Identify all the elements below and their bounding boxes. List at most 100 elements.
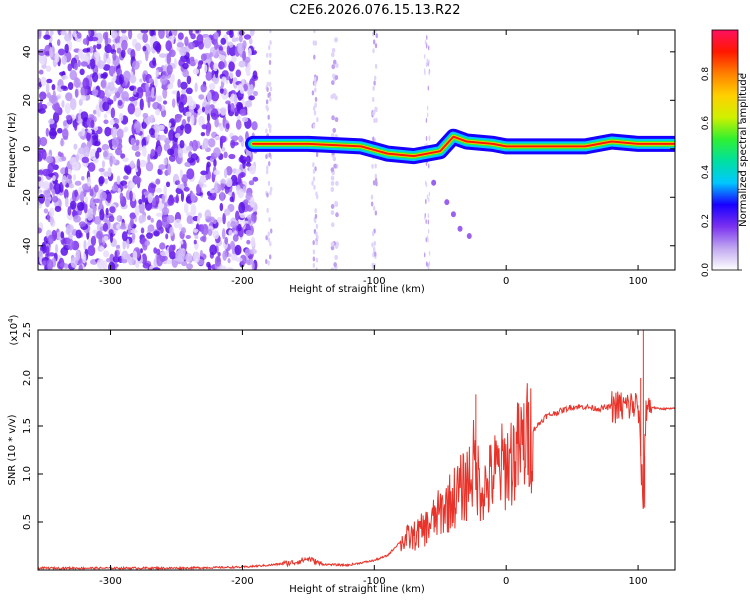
noise-blob bbox=[199, 175, 207, 184]
streak-blob bbox=[425, 135, 428, 141]
noise-blob bbox=[47, 234, 54, 245]
noise-blob bbox=[38, 193, 46, 204]
noise-blob bbox=[193, 251, 201, 263]
noise-blob bbox=[83, 240, 87, 251]
noise-blob bbox=[142, 145, 147, 158]
streak-blob bbox=[428, 59, 430, 65]
noise-blob bbox=[90, 119, 95, 129]
noise-blob bbox=[99, 199, 103, 209]
noise-blob bbox=[161, 84, 167, 90]
noise-blob bbox=[50, 95, 58, 105]
noise-blob bbox=[119, 225, 127, 230]
streak-blob bbox=[314, 81, 317, 87]
noise-blob bbox=[129, 160, 135, 169]
noise-blob bbox=[155, 187, 163, 193]
noise-blob bbox=[167, 83, 174, 90]
streak-blob bbox=[330, 210, 335, 216]
noise-blob bbox=[74, 180, 82, 186]
noise-blob bbox=[129, 85, 135, 91]
noise-blob bbox=[227, 258, 231, 264]
noise-blob bbox=[175, 218, 181, 224]
noise-blob bbox=[218, 54, 226, 61]
noise-blob bbox=[176, 180, 181, 185]
noise-blob bbox=[90, 235, 97, 247]
x-tick-label: 0 bbox=[503, 276, 509, 287]
noise-blob bbox=[45, 127, 50, 137]
noise-blob bbox=[194, 58, 198, 64]
noise-blob bbox=[142, 32, 149, 44]
noise-blob bbox=[141, 160, 148, 165]
streak-blob bbox=[311, 180, 314, 186]
noise-blob bbox=[179, 169, 183, 179]
noise-blob bbox=[200, 83, 207, 93]
streak-blob bbox=[334, 117, 339, 123]
noise-blob bbox=[207, 263, 212, 270]
noise-blob bbox=[122, 239, 126, 250]
noise-blob bbox=[226, 267, 234, 270]
streak-blob bbox=[335, 62, 339, 68]
streak-blob bbox=[268, 161, 271, 167]
noise-blob bbox=[223, 168, 228, 179]
streak-blob bbox=[373, 80, 376, 86]
noise-blob bbox=[219, 265, 227, 270]
noise-blob bbox=[97, 90, 105, 99]
noise-blob bbox=[246, 155, 251, 165]
streak-blob bbox=[334, 202, 339, 208]
noise-blob bbox=[112, 72, 117, 82]
noise-blob bbox=[145, 81, 149, 92]
noise-blob bbox=[247, 48, 252, 58]
noise-blob bbox=[206, 91, 212, 103]
noise-blob bbox=[209, 52, 214, 58]
noise-blob bbox=[210, 108, 219, 120]
noise-blob bbox=[69, 70, 78, 81]
noise-blob bbox=[163, 157, 168, 166]
noise-blob bbox=[188, 100, 197, 110]
noise-blob bbox=[86, 47, 91, 53]
streak-blob bbox=[374, 210, 378, 216]
streak-blob bbox=[330, 52, 335, 58]
streak-blob bbox=[424, 70, 426, 76]
noise-blob bbox=[238, 60, 246, 68]
noise-blob bbox=[95, 150, 100, 159]
noise-blob bbox=[130, 217, 134, 228]
noise-blob bbox=[139, 98, 144, 111]
noise-blob bbox=[213, 169, 221, 176]
noise-blob bbox=[56, 39, 61, 47]
streak-blob bbox=[268, 127, 272, 133]
noise-blob bbox=[248, 38, 253, 45]
noise-blob bbox=[221, 228, 226, 240]
noise-blob bbox=[78, 98, 83, 106]
noise-blob bbox=[67, 206, 72, 216]
noise-blob bbox=[237, 223, 242, 232]
noise-blob bbox=[179, 240, 184, 245]
noise-blob bbox=[214, 255, 222, 267]
tail-blob bbox=[450, 211, 456, 218]
streak-blob bbox=[375, 107, 378, 113]
noise-blob bbox=[40, 76, 47, 87]
streak-blob bbox=[425, 182, 428, 188]
noise-blob bbox=[84, 196, 88, 205]
noise-blob bbox=[93, 198, 101, 204]
noise-blob bbox=[214, 68, 219, 79]
colorbar-tick-label: 0.6 bbox=[701, 116, 711, 131]
noise-blob bbox=[95, 32, 103, 45]
noise-blob bbox=[39, 136, 48, 147]
noise-blob bbox=[146, 134, 150, 142]
noise-blob bbox=[144, 49, 149, 62]
streak-blob bbox=[269, 52, 272, 58]
noise-blob bbox=[61, 175, 67, 186]
noise-blob bbox=[166, 259, 172, 265]
noise-blob bbox=[108, 215, 115, 223]
y-tick-label: 0 bbox=[22, 146, 33, 152]
noise-blob bbox=[79, 191, 85, 203]
snr-background bbox=[38, 330, 675, 570]
streak-blob bbox=[269, 241, 272, 247]
noise-blob bbox=[38, 69, 44, 75]
noise-blob bbox=[38, 169, 44, 176]
noise-blob bbox=[213, 158, 217, 168]
noise-blob bbox=[131, 144, 140, 151]
noise-blob bbox=[181, 88, 187, 95]
streak-blob bbox=[426, 105, 429, 111]
streak-blob bbox=[267, 92, 270, 98]
noise-blob bbox=[200, 223, 204, 235]
